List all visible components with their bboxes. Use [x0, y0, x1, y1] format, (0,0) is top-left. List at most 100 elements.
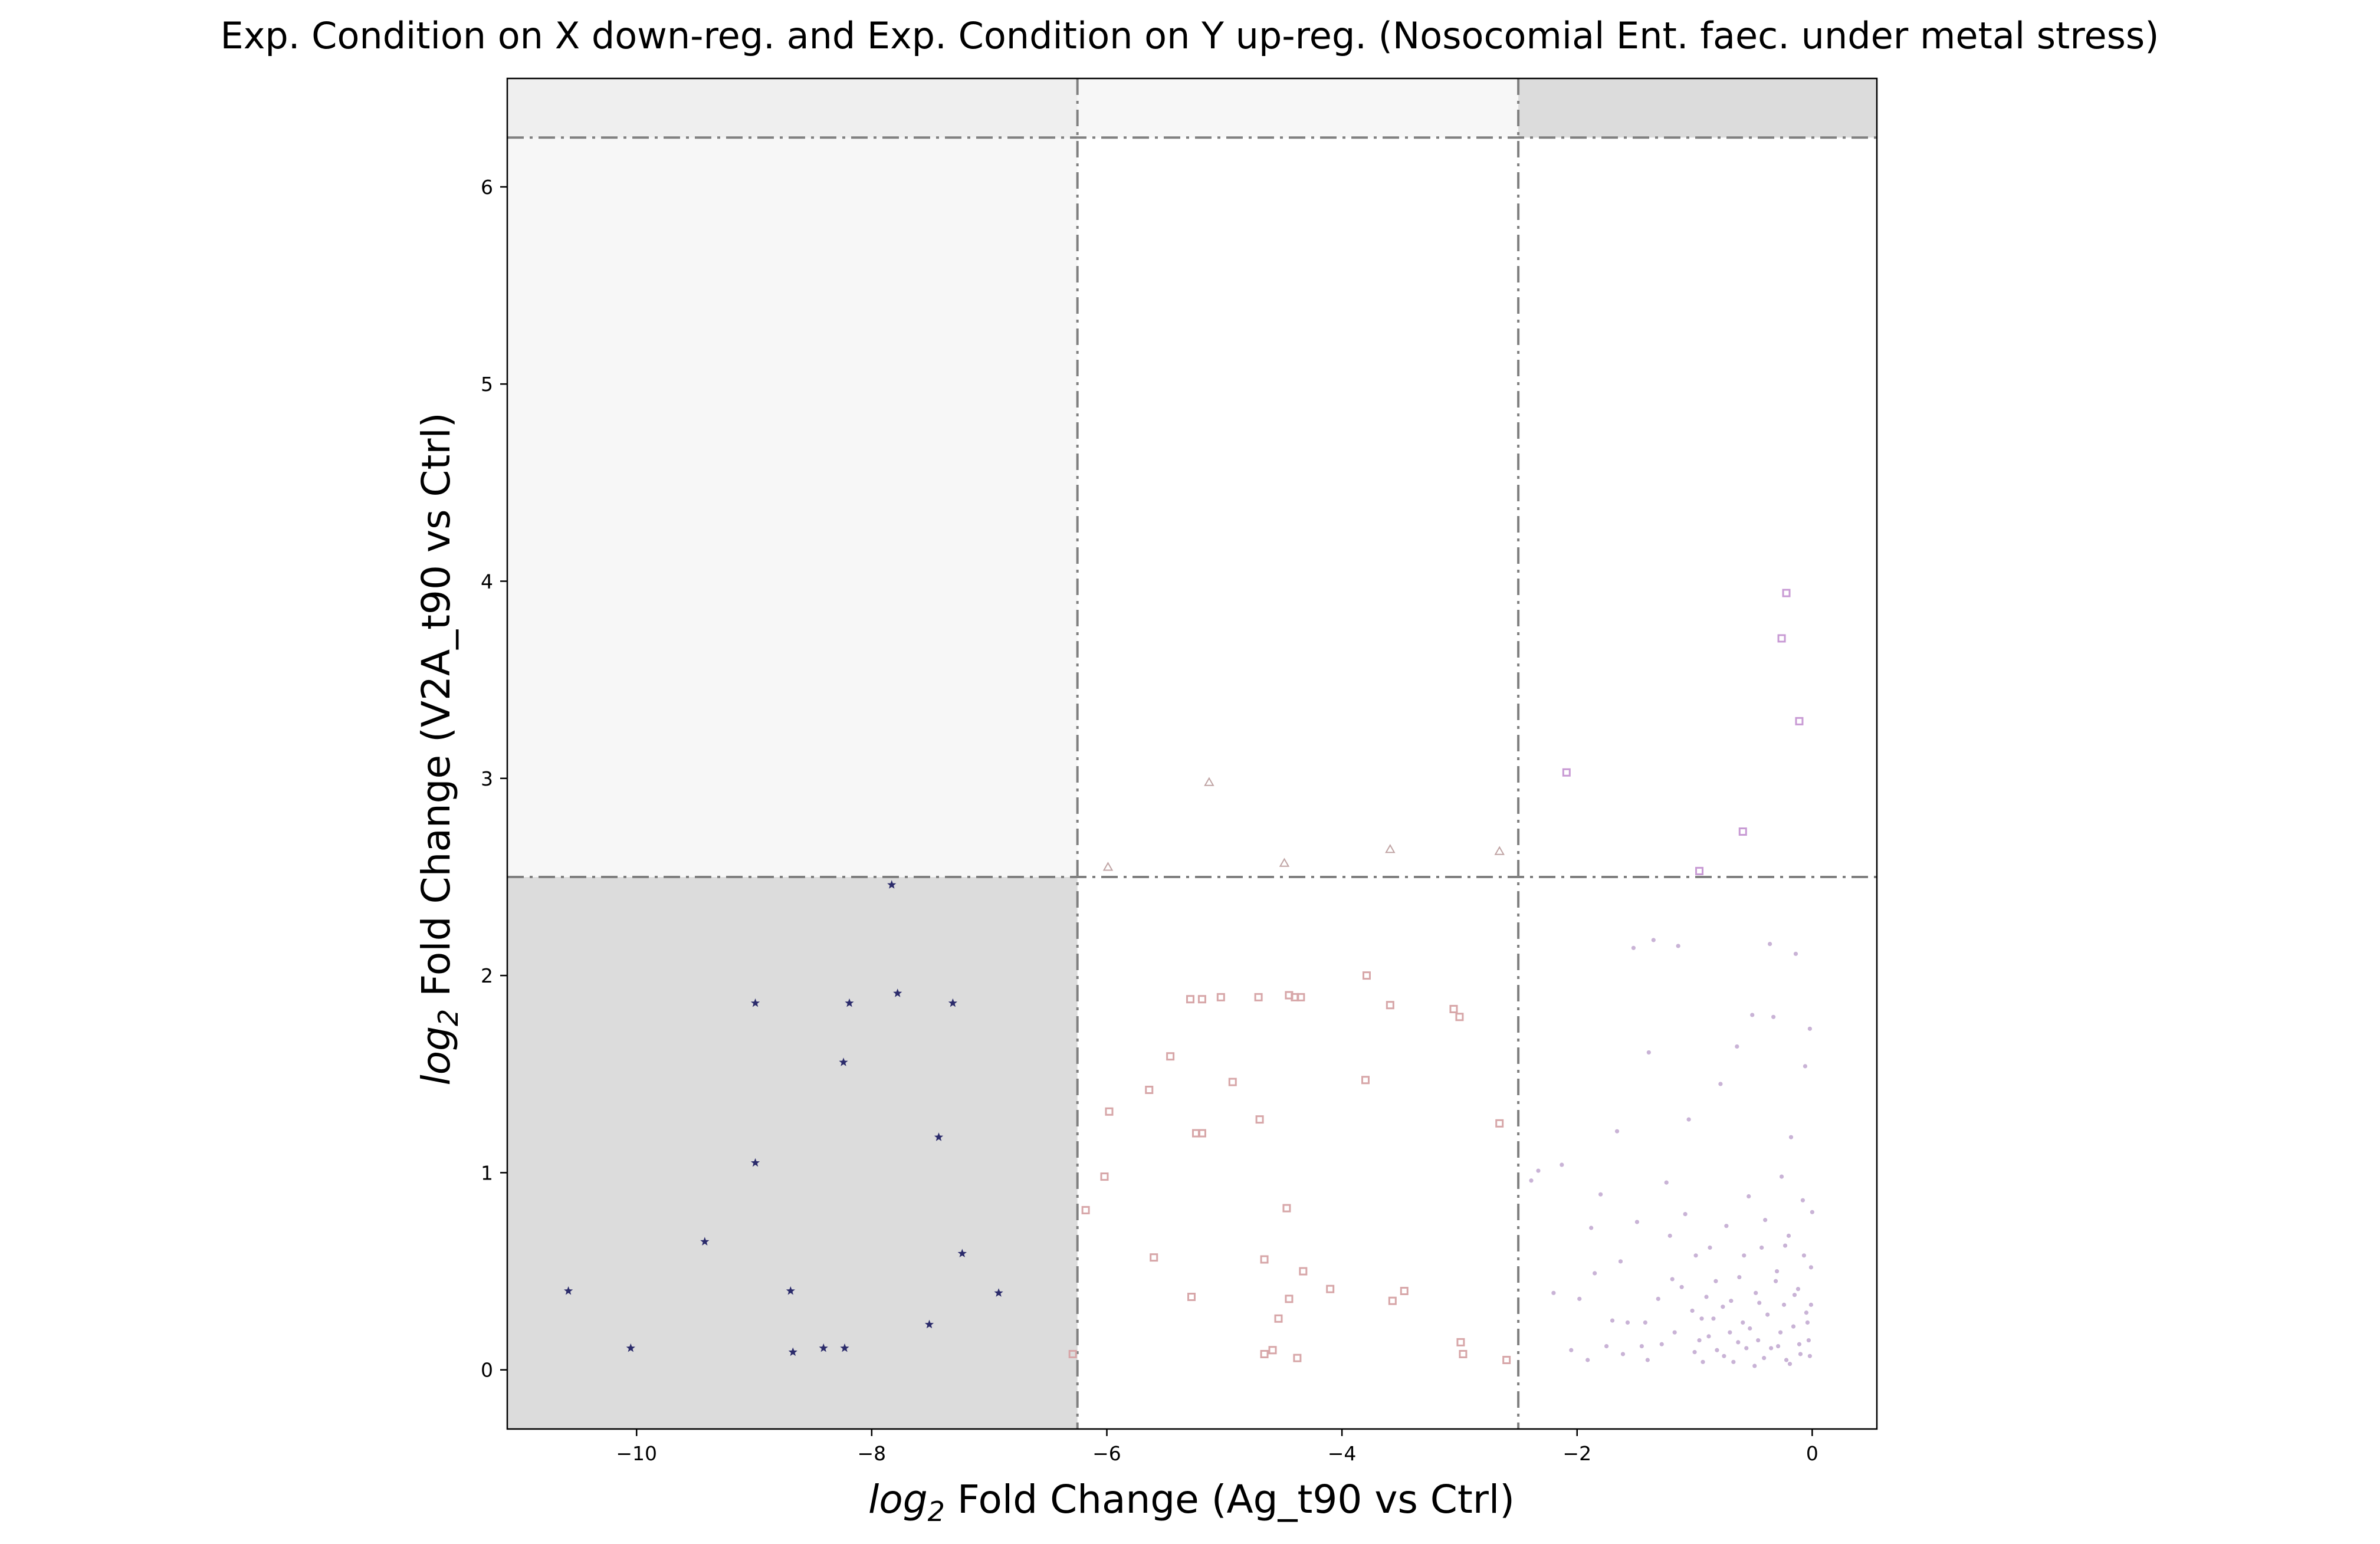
- x-tick-label: −10: [616, 1442, 657, 1465]
- data-point-dot: [1750, 1013, 1755, 1017]
- data-point-dot: [1757, 1300, 1762, 1305]
- data-point-star: [924, 1319, 934, 1329]
- data-point-dot: [1593, 1271, 1597, 1276]
- data-point-dot: [1604, 1343, 1609, 1349]
- data-point-dot: [1804, 1310, 1809, 1315]
- shaded-region: [1077, 78, 1519, 138]
- data-point-dot: [1708, 1245, 1712, 1250]
- data-points: [564, 589, 1814, 1368]
- data-point-dot: [1807, 1354, 1812, 1358]
- data-point-dot: [1683, 1212, 1688, 1217]
- data-point-dot: [1715, 1348, 1719, 1352]
- data-point-square: [1285, 1295, 1294, 1303]
- x-tick-label: −6: [1092, 1442, 1121, 1465]
- y-axis-label-log: log: [413, 1026, 459, 1086]
- data-point-dot: [1763, 1218, 1768, 1223]
- data-point-dot: [1807, 1026, 1812, 1031]
- data-point-star: [893, 988, 902, 997]
- data-point-square: [1197, 1129, 1206, 1138]
- data-point-dot: [1585, 1358, 1590, 1362]
- shaded-region: [507, 876, 1078, 1429]
- data-point-star: [750, 1158, 760, 1167]
- y-axis-label: log2 Fold Change (V2A_t90 vs Ctrl): [413, 412, 464, 1085]
- data-point-dot: [1529, 1178, 1534, 1183]
- data-point-square: [1795, 717, 1804, 725]
- data-point-dot: [1769, 1346, 1774, 1351]
- x-axis-label-subscript: 2: [928, 1496, 945, 1527]
- x-tick-label: −4: [1328, 1442, 1357, 1465]
- data-point-star: [934, 1132, 944, 1141]
- data-point-dot: [1775, 1343, 1781, 1349]
- threshold-lines: [507, 78, 1877, 1429]
- y-axis-ticks: 0 1 2 3 4 5 6: [481, 176, 507, 1382]
- data-point-square: [1150, 1253, 1158, 1262]
- data-point-dot: [1781, 1302, 1787, 1307]
- data-point-star: [840, 1343, 849, 1352]
- x-axis-ticks: −10 −8 −6 −4 −2 0: [616, 1429, 1818, 1465]
- data-point-square: [1455, 1013, 1464, 1021]
- data-point-dot: [1721, 1305, 1725, 1309]
- data-point-square: [1228, 1077, 1237, 1086]
- data-point-dot: [1639, 1343, 1644, 1349]
- data-point-star: [819, 1343, 828, 1352]
- data-point-dot: [1670, 1277, 1675, 1282]
- data-point-dot: [1735, 1044, 1739, 1049]
- data-point-dot: [1773, 1279, 1778, 1283]
- data-point-dot: [1724, 1224, 1729, 1228]
- data-point-dot: [1806, 1338, 1811, 1343]
- data-point-dot: [1778, 1330, 1783, 1335]
- data-point-dot: [1795, 1287, 1801, 1292]
- data-point-square: [1145, 1085, 1154, 1094]
- data-point-dot: [1742, 1253, 1747, 1258]
- data-point-dot: [1748, 1326, 1752, 1331]
- data-point-dot: [1774, 1269, 1780, 1274]
- data-point-dot: [1771, 1014, 1776, 1019]
- data-point-square: [1361, 1076, 1370, 1085]
- data-point-dot: [1729, 1299, 1734, 1303]
- x-tick-label: 0: [1806, 1442, 1818, 1465]
- data-point-dot: [1667, 1233, 1672, 1238]
- data-point-square: [1100, 1172, 1109, 1181]
- data-point-dot: [1551, 1290, 1556, 1295]
- data-point-dot: [1659, 1342, 1664, 1346]
- y-tick-label: 6: [481, 176, 493, 199]
- data-point-square: [1216, 993, 1225, 1001]
- data-point-square: [1386, 1001, 1394, 1010]
- data-point-dot: [1784, 1358, 1789, 1362]
- data-point-dot: [1706, 1334, 1711, 1339]
- data-point-star: [626, 1343, 635, 1352]
- shaded-region: [507, 137, 1078, 877]
- data-point-dot: [1646, 1050, 1651, 1055]
- data-point-dot: [1728, 1330, 1732, 1335]
- data-point-dot: [1692, 1350, 1697, 1355]
- data-point-dot: [1756, 1338, 1761, 1343]
- y-tick-label: 0: [481, 1359, 493, 1382]
- data-point-dot: [1791, 1324, 1796, 1329]
- data-point-square: [1260, 1349, 1269, 1358]
- data-point-triangle: [1102, 862, 1114, 871]
- data-point-square: [1255, 1115, 1264, 1124]
- shaded-region: [507, 78, 1078, 138]
- data-point-square: [1260, 1255, 1269, 1264]
- data-point-square: [1197, 995, 1206, 1004]
- data-point-dot: [1711, 1316, 1716, 1321]
- data-point-dot: [1810, 1210, 1814, 1214]
- data-point-star: [750, 998, 760, 1007]
- data-point-square: [1296, 993, 1305, 1001]
- data-point-dot: [1693, 1253, 1698, 1258]
- data-point-dot: [1560, 1162, 1564, 1167]
- data-point-square: [1282, 1204, 1291, 1213]
- data-point-square: [1105, 1107, 1114, 1116]
- chart-title: Exp. Condition on X down-reg. and Exp. C…: [221, 14, 2159, 57]
- data-point-dot: [1798, 1352, 1803, 1356]
- data-point-dot: [1656, 1296, 1660, 1301]
- data-point-dot: [1645, 1358, 1650, 1362]
- threshold-regions: [507, 78, 1877, 1429]
- data-point-dot: [1643, 1320, 1647, 1325]
- data-point-star: [839, 1057, 848, 1066]
- data-point-dot: [1808, 1265, 1813, 1270]
- data-point-dot: [1718, 1082, 1723, 1086]
- data-point-dot: [1536, 1168, 1541, 1173]
- data-point-dot: [1737, 1274, 1742, 1280]
